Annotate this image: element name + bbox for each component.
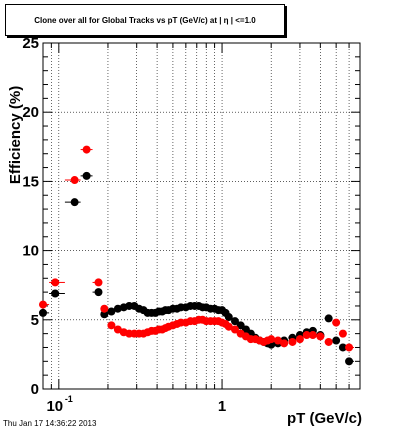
x-axis-title: pT (GeV/c) [287,410,362,427]
black-data-point [94,288,103,297]
chart-title: Clone over all for Global Tracks vs pT (… [34,15,256,25]
red-data-point [295,335,304,344]
timestamp-footer: Thu Jan 17 14:36:22 2013 [3,419,97,428]
black-data-point [70,198,79,207]
black-data-point [39,308,47,317]
black-data-point [100,310,109,319]
red-data-point [230,325,239,334]
y-tick-labels: 0 5 10 15 20 25 [22,35,39,398]
y-tick-label: 0 [31,381,39,398]
red-data-point [39,300,47,309]
red-data-point [302,331,311,340]
black-data-point [107,307,116,316]
y-tick-label: 10 [22,243,39,260]
y-axis-title: Efficiency (%) [7,86,24,184]
red-data-point [82,145,91,154]
x-tick-label-exponent: -1 [65,394,73,404]
chart-title-box: Clone over all for Global Tracks vs pT (… [5,4,285,36]
red-data-point [332,318,341,327]
black-data-point [338,343,347,352]
red-data-point [224,322,233,331]
black-data-point [82,171,91,180]
black-data-point [230,317,239,326]
y-tick-label: 25 [22,35,39,52]
red-data-point [267,335,276,344]
red-data-point [94,278,103,287]
black-data-point [345,357,354,366]
red-data-point [107,321,116,330]
x-tick-label: 10 [46,398,63,415]
red-data-point [338,329,347,338]
red-data-point [324,337,333,346]
red-data-point [273,336,282,345]
red-data-point [316,332,325,341]
black-data-point [51,289,60,298]
x-tick-label: 1 [218,398,226,415]
axis-ticks [42,42,361,390]
y-tick-label: 15 [22,173,39,190]
red-data-point [288,337,297,346]
red-data-point [280,339,289,348]
black-data-point [224,313,233,322]
red-data-point [308,331,317,340]
black-data-point [324,314,333,323]
black-data-point [332,336,341,345]
red-data-point [70,176,79,185]
red-data-point [51,278,60,287]
x-tick-labels: 10 -1 1 [46,394,226,415]
red-data-point [100,304,109,313]
y-tick-label: 20 [22,104,39,121]
red-data-point [345,343,354,352]
data-points [39,145,355,366]
y-tick-label: 5 [31,312,39,329]
